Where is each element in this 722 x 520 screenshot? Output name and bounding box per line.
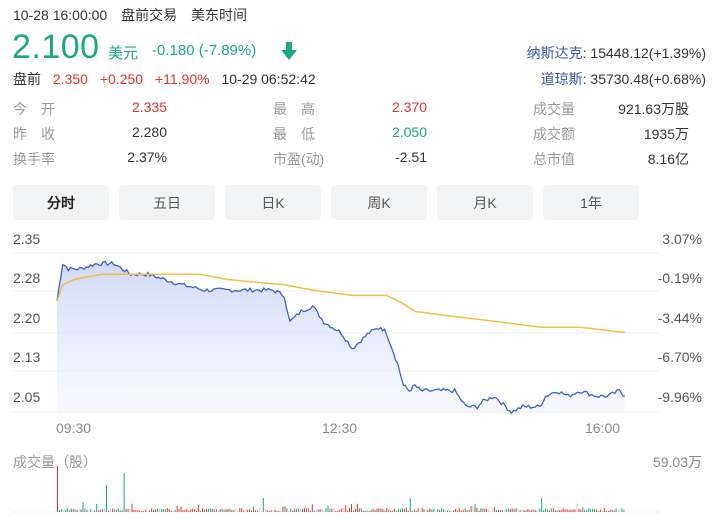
stat-label-amount: 成交额 bbox=[533, 126, 575, 142]
index-name[interactable]: 纳斯达克 bbox=[526, 45, 583, 61]
stat-value-open: 2.335 bbox=[131, 99, 167, 115]
premarket-line: 盘前 2.350 +0.250 +11.90% 10-29 06:52:42 bbox=[13, 69, 316, 89]
tab-daily-k[interactable]: 日K bbox=[225, 185, 321, 220]
volume-bars bbox=[57, 466, 625, 512]
premarket-label: 盘前 bbox=[13, 71, 41, 87]
y-axis-pct-label: -0.19% bbox=[657, 270, 702, 286]
stat-label-volume: 成交量 bbox=[533, 101, 575, 117]
price-line bbox=[56, 260, 625, 415]
index-dow[interactable]: 道琼斯: 35730.48(+0.68%) bbox=[541, 69, 706, 89]
down-arrow-icon bbox=[281, 42, 297, 60]
y-axis-pct-label: -6.70% bbox=[657, 349, 702, 365]
stat-label-open: 今 开 bbox=[13, 101, 55, 117]
premarket-time: 10-29 06:52:42 bbox=[221, 71, 316, 87]
x-axis-label: 16:00 bbox=[585, 420, 621, 436]
premarket-change: +0.250 bbox=[99, 71, 144, 87]
stat-value-turnover: 2.37% bbox=[127, 149, 167, 165]
y-axis-label: 2.05 bbox=[13, 389, 41, 405]
index-value: : 15448.12(+1.39%) bbox=[582, 45, 706, 61]
stat-label-turnover: 换手率 bbox=[13, 151, 55, 167]
average-price-line bbox=[56, 273, 626, 334]
stat-value-volume: 921.63万股 bbox=[618, 101, 689, 117]
stat-label-prev-close: 昨 收 bbox=[13, 126, 55, 142]
index-value: : 35730.48(+0.68%) bbox=[582, 71, 706, 87]
stat-value-pe: -2.51 bbox=[395, 149, 427, 165]
quote-datetime: 10-28 16:00:00 bbox=[13, 7, 108, 23]
volume-title: 成交量（股） bbox=[13, 454, 97, 470]
current-price: 2.100 bbox=[12, 28, 100, 66]
stat-label-low: 最 低 bbox=[273, 126, 315, 142]
price-area-fill bbox=[57, 261, 625, 414]
index-name[interactable]: 道琼斯 bbox=[540, 71, 583, 87]
timezone-label: 美东时间 bbox=[190, 7, 247, 23]
y-axis-pct-label: -3.44% bbox=[657, 310, 702, 326]
y-axis-label: 2.20 bbox=[13, 310, 41, 326]
tab-monthly-k[interactable]: 月K bbox=[437, 185, 533, 220]
stat-label-pe: 市盈(动) bbox=[273, 151, 325, 167]
y-axis-pct-label: 3.07% bbox=[662, 231, 702, 247]
quote-header: 10-28 16:00:00 盘前交易 美东时间 bbox=[13, 5, 257, 25]
y-axis-label: 2.13 bbox=[13, 349, 41, 365]
stat-label-high: 最 高 bbox=[273, 101, 315, 117]
tab-weekly-k[interactable]: 周K bbox=[331, 185, 427, 220]
x-axis-label: 09:30 bbox=[56, 420, 92, 436]
stat-value-amount: 1935万 bbox=[643, 126, 689, 142]
y-axis-label: 2.35 bbox=[13, 231, 41, 247]
stat-value-high: 2.370 bbox=[391, 99, 427, 115]
tab-one-year[interactable]: 1年 bbox=[543, 185, 639, 220]
index-nasdaq[interactable]: 纳斯达克: 15448.12(+1.39%) bbox=[527, 43, 706, 63]
price-change: -0.180 (-7.89%) bbox=[152, 42, 257, 59]
stat-value-low: 2.050 bbox=[391, 124, 427, 140]
tab-intraday[interactable]: 分时 bbox=[13, 185, 109, 220]
y-axis-label: 2.28 bbox=[13, 270, 41, 286]
stat-label-market-cap: 总市值 bbox=[533, 151, 575, 167]
x-axis-label: 12:30 bbox=[322, 420, 358, 436]
premarket-change-pct: +11.90% bbox=[154, 71, 210, 87]
stat-value-prev-close: 2.280 bbox=[131, 124, 167, 140]
y-axis-pct-label: -9.96% bbox=[657, 389, 702, 405]
chart-period-tabs: 分时 五日 日K 周K 月K 1年 bbox=[13, 185, 639, 220]
volume-max-label: 59.03万 bbox=[652, 454, 702, 470]
tab-five-day[interactable]: 五日 bbox=[119, 185, 215, 220]
session-label: 盘前交易 bbox=[121, 7, 178, 23]
premarket-price: 2.350 bbox=[52, 71, 88, 87]
stat-value-market-cap: 8.16亿 bbox=[647, 151, 689, 167]
currency-label: 美元 bbox=[108, 45, 139, 62]
